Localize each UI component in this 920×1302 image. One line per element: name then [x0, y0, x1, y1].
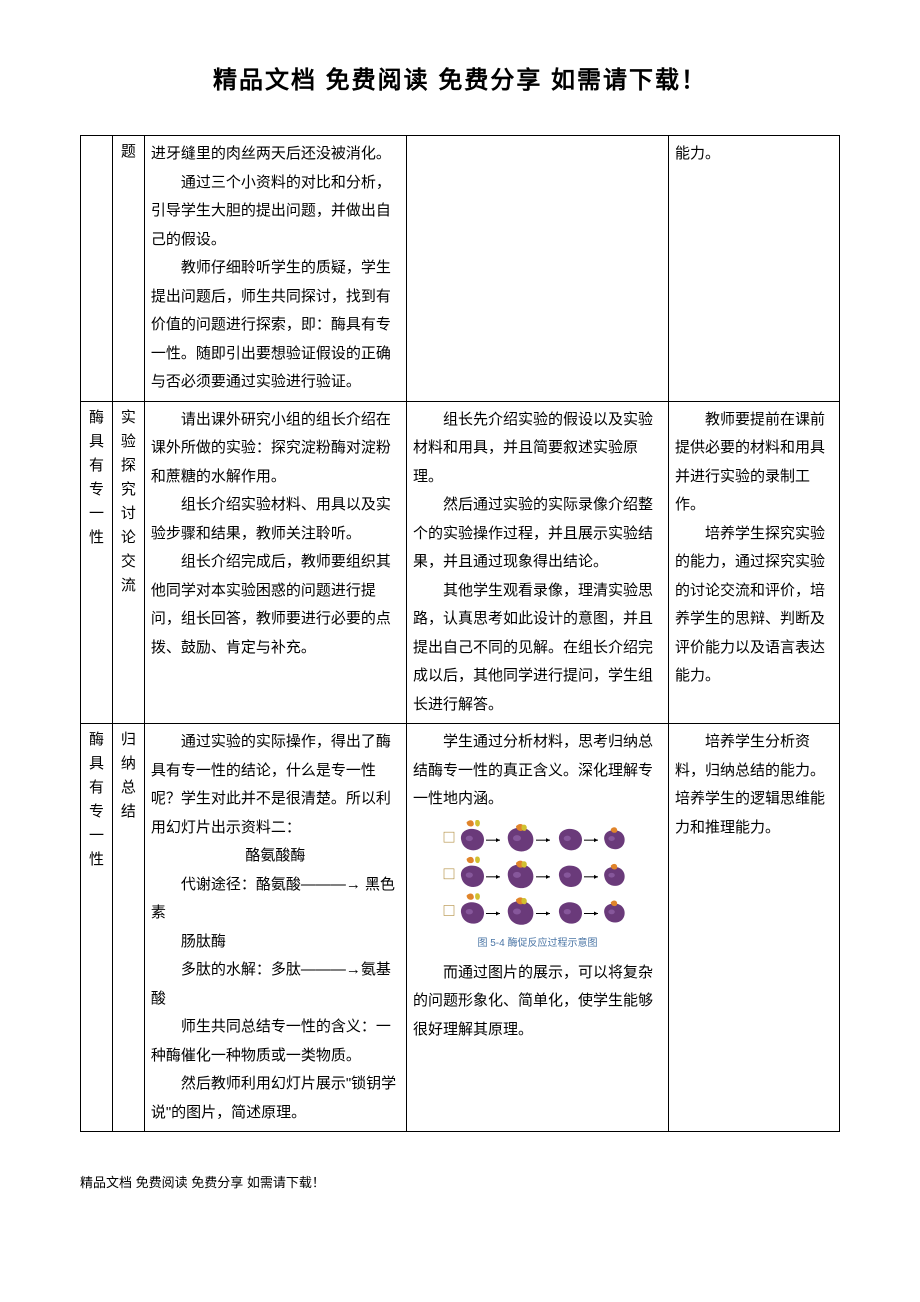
p: 组长介绍实验材料、用具以及实验步骤和结果，教师关注聆听。 — [151, 496, 391, 542]
row2-student: 学生通过分析材料，思考归纳总结酶专一性的真正含义。深化理解专一性地内涵。 图 5… — [406, 724, 668, 1132]
p: 而通过图片的展示，可以将复杂的问题形象化、简单化，使学生能够很好理解其原理。 — [413, 964, 653, 1038]
p: 然后教师利用幻灯片展示"锁钥学说"的图片，简述原理。 — [151, 1075, 396, 1121]
p: 组长介绍完成后，教师要组织其他同学对本实验困惑的问题进行提问，组长回答，教师要进… — [151, 553, 391, 656]
p: 肠肽酶 — [151, 933, 226, 950]
row0-intent: 能力。 — [669, 136, 840, 402]
p: 教师要提前在课前提供必要的材料和用具并进行实验的录制工作。 — [675, 411, 825, 514]
table-row: 题 进牙缝里的肉丝两天后还没被消化。 通过三个小资料的对比和分析，引导学生大胆的… — [81, 136, 840, 402]
row1-col1: 酶具有专一性 — [81, 401, 113, 724]
p: 学生通过分析材料，思考归纳总结酶专一性的真正含义。深化理解专一性地内涵。 — [413, 733, 653, 807]
p: 多肽的水解：多肽———→氨基酸 — [151, 961, 391, 1007]
page-title: 精品文档 免费阅读 免费分享 如需请下载！ — [0, 60, 920, 95]
row2-teach: 通过实验的实际操作，得出了酶具有专一性的结论，什么是专一性呢？学生对此并不是很清… — [144, 724, 406, 1132]
p: 组长先介绍实验的假设以及实验材料和用具，并且简要叙述实验原理。 — [413, 411, 653, 485]
row0-col2: 题 — [112, 136, 144, 402]
p: 酪氨酸酶 — [151, 842, 400, 871]
row2-intent: 培养学生分析资料，归纳总结的能力。培养学生的逻辑思维能力和推理能力。 — [669, 724, 840, 1132]
row1-col2: 实验探究讨论交流 — [112, 401, 144, 724]
row0-col1 — [81, 136, 113, 402]
row0-teach: 进牙缝里的肉丝两天后还没被消化。 通过三个小资料的对比和分析，引导学生大胆的提出… — [144, 136, 406, 402]
row2-col2: 归纳总结 — [112, 724, 144, 1132]
row1-teach: 请出课外研究小组的组长介绍在课外所做的实验：探究淀粉酶对淀粉和蔗糖的水解作用。 … — [144, 401, 406, 724]
row1-student: 组长先介绍实验的假设以及实验材料和用具，并且简要叙述实验原理。 然后通过实验的实… — [406, 401, 668, 724]
lesson-plan-table: 题 进牙缝里的肉丝两天后还没被消化。 通过三个小资料的对比和分析，引导学生大胆的… — [80, 135, 840, 1132]
p: 教师仔细聆听学生的质疑，学生提出问题后，师生共同探讨，找到有价值的问题进行探索，… — [151, 259, 391, 390]
row2-col1: 酶具有专一性 — [81, 724, 113, 1132]
p: 通过实验的实际操作，得出了酶具有专一性的结论，什么是专一性呢？学生对此并不是很清… — [151, 733, 391, 836]
p: 其他学生观看录像，理清实验思路，认真思考如此设计的意图，并且提出自己不同的见解。… — [413, 582, 653, 713]
enzyme-diagram: 图 5-4 酶促反应过程示意图 — [413, 820, 662, 953]
p: 进牙缝里的肉丝两天后还没被消化。 — [151, 145, 391, 162]
row1-intent: 教师要提前在课前提供必要的材料和用具并进行实验的录制工作。 培养学生探究实验的能… — [669, 401, 840, 724]
p: 培养学生分析资料，归纳总结的能力。培养学生的逻辑思维能力和推理能力。 — [675, 733, 825, 836]
table-row: 酶具有专一性 实验探究讨论交流 请出课外研究小组的组长介绍在课外所做的实验：探究… — [81, 401, 840, 724]
page-footer: 精品文档 免费阅读 免费分享 如需请下载！ — [80, 1172, 840, 1191]
p: 师生共同总结专一性的含义：一种酶催化一种物质或一类物质。 — [151, 1018, 391, 1064]
p: 请出课外研究小组的组长介绍在课外所做的实验：探究淀粉酶对淀粉和蔗糖的水解作用。 — [151, 411, 391, 485]
p: 然后通过实验的实际录像介绍整个的实验操作过程，并且展示实验结果，并且通过现象得出… — [413, 496, 653, 570]
p: 培养学生探究实验的能力，通过探究实验的讨论交流和评价，培养学生的思辩、判断及评价… — [675, 525, 825, 685]
p: 能力。 — [675, 145, 720, 162]
table-row: 酶具有专一性 归纳总结 通过实验的实际操作，得出了酶具有专一性的结论，什么是专一… — [81, 724, 840, 1132]
row0-student — [406, 136, 668, 402]
p: 通过三个小资料的对比和分析，引导学生大胆的提出问题，并做出自己的假设。 — [151, 174, 391, 248]
p: 代谢途径：酪氨酸———→ 黑色素 — [151, 876, 395, 922]
